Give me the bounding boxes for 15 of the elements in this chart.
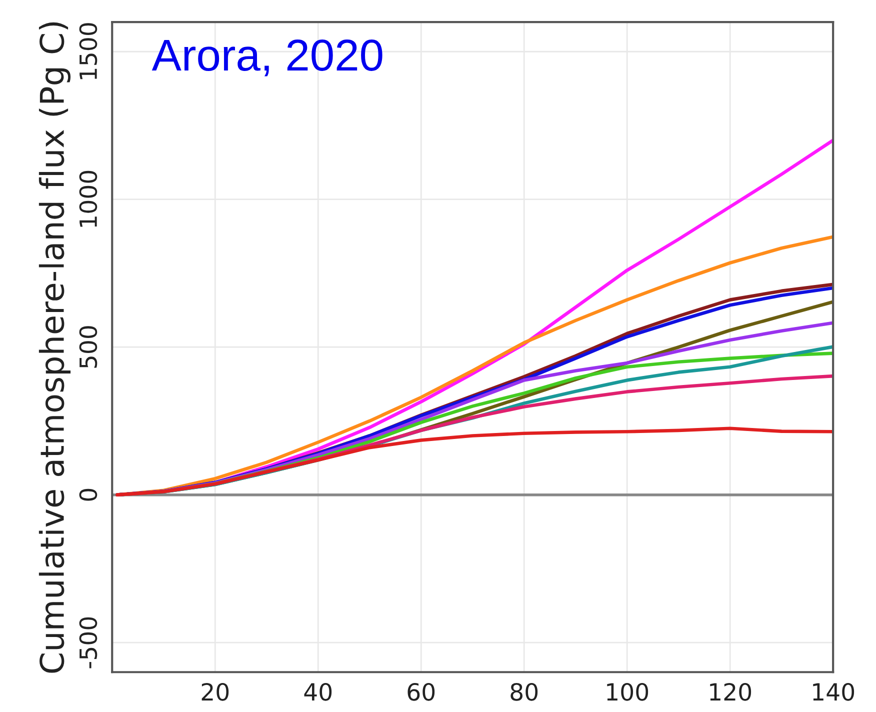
x-tick-label: 100 — [607, 682, 648, 701]
x-tick-label: 80 — [510, 682, 538, 701]
line-series — [116, 426, 834, 497]
y-axis-title: Cumulative atmosphere-land flux (Pg C) — [38, 22, 71, 673]
x-tick-label: 40 — [304, 682, 332, 701]
x-tick-label: 20 — [202, 682, 229, 701]
x-tick-label: 120 — [710, 682, 752, 701]
x-tick-label: 140 — [813, 682, 854, 701]
y-tick-label: 500 — [79, 326, 98, 368]
chart-title: Arora, 2020 — [152, 39, 382, 76]
y-tick-label: 0 — [79, 488, 98, 501]
x-tick-label: 60 — [408, 682, 435, 701]
y-tick-label: 1000 — [79, 170, 98, 227]
y-tick-label: 1500 — [79, 23, 98, 80]
y-tick-label: -500 — [79, 617, 98, 668]
